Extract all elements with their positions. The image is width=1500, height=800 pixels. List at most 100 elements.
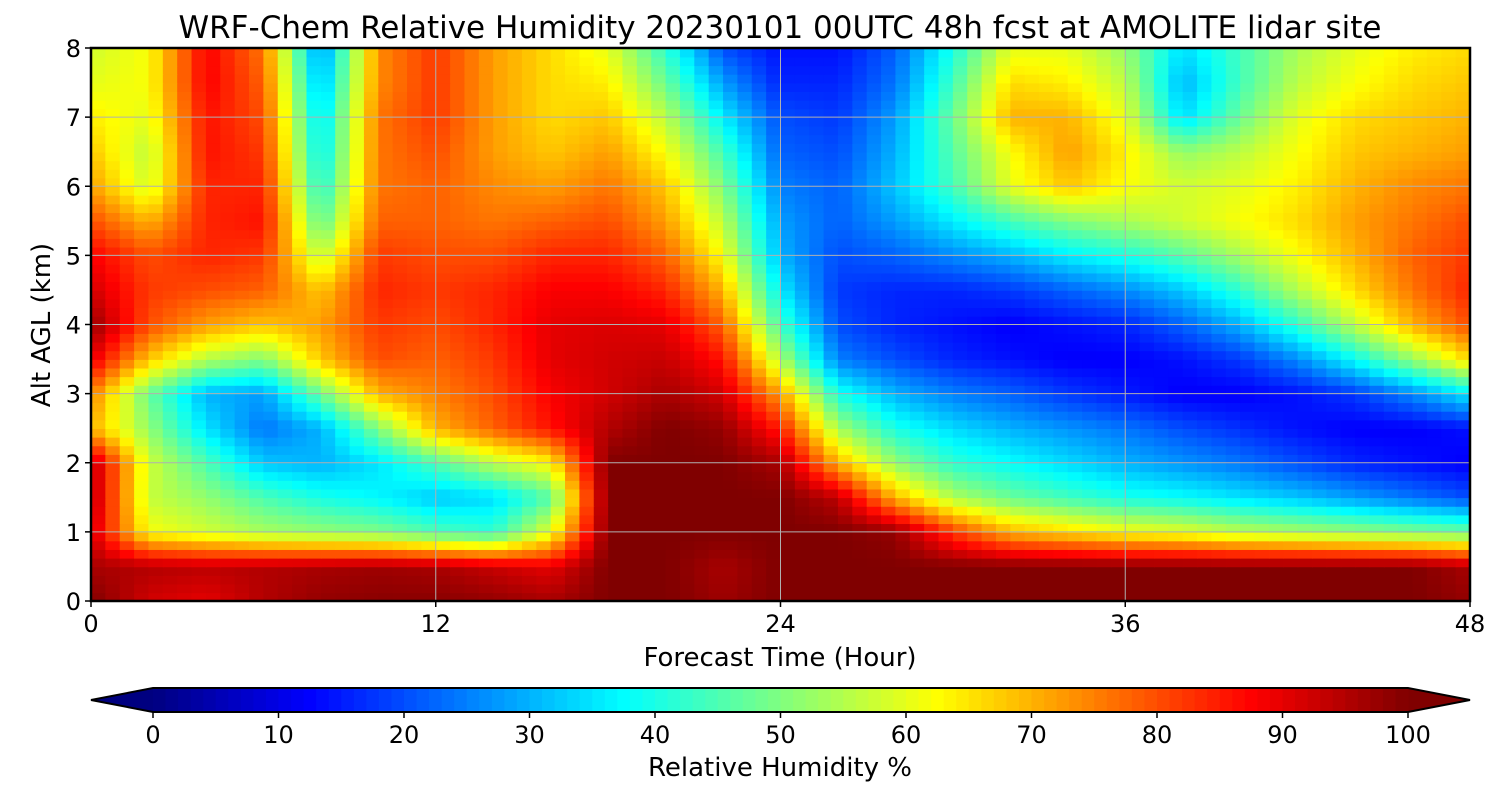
rh-cell	[1068, 437, 1083, 446]
rh-cell	[651, 247, 666, 256]
rh-cell	[163, 178, 178, 187]
rh-cell	[436, 428, 451, 437]
rh-cell	[306, 359, 321, 368]
rh-cell	[1125, 549, 1140, 558]
rh-cell	[292, 160, 307, 169]
rh-cell	[1456, 428, 1471, 437]
rh-cell	[163, 255, 178, 264]
rh-cell	[1168, 212, 1183, 221]
rh-cell	[565, 480, 580, 489]
rh-cell	[522, 566, 537, 575]
rh-cell	[1211, 497, 1226, 506]
rh-cell	[1413, 411, 1428, 420]
rh-cell	[1413, 515, 1428, 524]
rh-cell	[1197, 281, 1212, 290]
rh-cell	[1039, 204, 1054, 213]
rh-cell	[594, 437, 609, 446]
rh-cell	[982, 541, 997, 550]
rh-cell	[1226, 281, 1241, 290]
rh-cell	[1240, 307, 1255, 316]
rh-cell	[292, 307, 307, 316]
rh-cell	[594, 411, 609, 420]
rh-cell	[1456, 437, 1471, 446]
rh-cell	[579, 471, 594, 480]
rh-cell	[924, 152, 939, 161]
rh-cell	[421, 506, 436, 515]
rh-cell	[220, 221, 235, 230]
rh-cell	[335, 195, 350, 204]
rh-cell	[235, 247, 250, 256]
rh-cell	[795, 402, 810, 411]
rh-cell	[1068, 575, 1083, 584]
rh-cell	[867, 454, 882, 463]
rh-cell	[493, 454, 508, 463]
rh-cell	[781, 238, 796, 247]
rh-cell	[1010, 402, 1025, 411]
rh-cell	[464, 290, 479, 299]
rh-cell	[622, 532, 637, 541]
rh-cell	[1341, 290, 1356, 299]
rh-cell	[1168, 221, 1183, 230]
rh-cell	[1140, 463, 1155, 472]
rh-cell	[522, 471, 537, 480]
rh-cell	[1441, 178, 1456, 187]
rh-cell	[982, 480, 997, 489]
rh-cell	[1427, 489, 1442, 498]
rh-cell	[867, 325, 882, 334]
rh-cell	[838, 229, 853, 238]
rh-cell	[120, 212, 135, 221]
rh-cell	[594, 169, 609, 178]
rh-cell	[1211, 342, 1226, 351]
rh-cell	[1341, 325, 1356, 334]
rh-cell	[522, 229, 537, 238]
rh-cell	[1053, 506, 1068, 515]
rh-cell	[1154, 402, 1169, 411]
rh-cell	[766, 523, 781, 532]
rh-cell	[1183, 350, 1198, 359]
rh-cell	[436, 273, 451, 282]
rh-cell	[464, 152, 479, 161]
rh-cell	[565, 584, 580, 593]
rh-cell	[766, 402, 781, 411]
rh-cell	[306, 541, 321, 550]
rh-cell	[1427, 290, 1442, 299]
rh-cell	[996, 342, 1011, 351]
rh-cell	[1413, 238, 1428, 247]
rh-cell	[263, 359, 278, 368]
rh-cell	[235, 376, 250, 385]
rh-cell	[651, 575, 666, 584]
rh-cell	[709, 506, 724, 515]
rh-cell	[867, 368, 882, 377]
rh-cell	[393, 420, 408, 429]
rh-cell	[594, 376, 609, 385]
rh-cell	[292, 186, 307, 195]
rh-cell	[350, 489, 365, 498]
rh-cell	[637, 350, 652, 359]
rh-cell	[464, 428, 479, 437]
rh-cell	[1283, 428, 1298, 437]
rh-cell	[1082, 350, 1097, 359]
rh-cell	[1283, 316, 1298, 325]
rh-cell	[881, 515, 896, 524]
rh-cell	[622, 402, 637, 411]
rh-cell	[1326, 480, 1341, 489]
rh-cell	[1255, 307, 1270, 316]
rh-cell	[752, 385, 767, 394]
rh-cell	[781, 247, 796, 256]
rh-cell	[838, 342, 853, 351]
rh-cell	[493, 325, 508, 334]
rh-cell	[594, 394, 609, 403]
rh-cell	[967, 264, 982, 273]
rh-cell	[1269, 186, 1284, 195]
rh-cell	[364, 264, 379, 273]
rh-cell	[1097, 221, 1112, 230]
rh-cell	[1140, 437, 1155, 446]
rh-cell	[1312, 584, 1327, 593]
rh-cell	[321, 523, 336, 532]
rh-cell	[220, 264, 235, 273]
rh-cell	[924, 402, 939, 411]
rh-cell	[867, 264, 882, 273]
rh-cell	[493, 420, 508, 429]
rh-cell	[982, 229, 997, 238]
rh-cell	[335, 376, 350, 385]
